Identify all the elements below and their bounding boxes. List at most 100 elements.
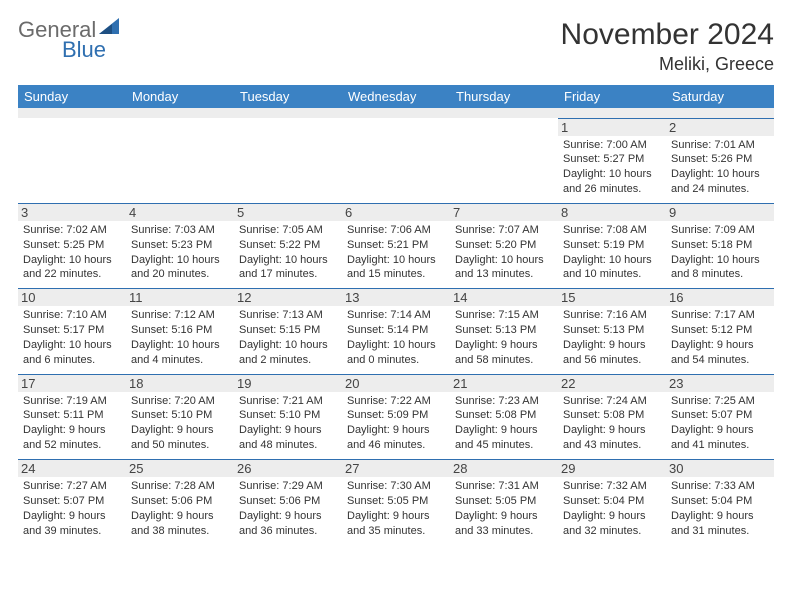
day-details: Sunrise: 7:33 AMSunset: 5:04 PMDaylight:… [671, 479, 769, 538]
calendar-table: Sunday Monday Tuesday Wednesday Thursday… [18, 85, 774, 544]
day-details: Sunrise: 7:02 AMSunset: 5:25 PMDaylight:… [23, 223, 121, 282]
day-cell: 7 Sunrise: 7:07 AMSunset: 5:20 PMDaylight… [450, 203, 558, 288]
day-cell: 1Sunrise: 7:00 AMSunset: 5:27 PMDaylight… [558, 118, 666, 203]
day-number: 21 [450, 375, 558, 392]
day-details: Sunrise: 7:14 AMSunset: 5:14 PMDaylight:… [347, 308, 445, 367]
day-details: Sunrise: 7:13 AMSunset: 5:15 PMDaylight:… [239, 308, 337, 367]
week-row: .....1Sunrise: 7:00 AMSunset: 5:27 PMDay… [18, 118, 774, 203]
day-details: Sunrise: 7:32 AMSunset: 5:04 PMDaylight:… [563, 479, 661, 538]
day-cell: 10 Sunrise: 7:10 AMSunset: 5:17 PMDayligh… [18, 289, 126, 374]
day-details: Sunrise: 7:16 AMSunset: 5:13 PMDaylight:… [563, 308, 661, 367]
location-label: Meliki, Greece [561, 54, 774, 75]
day-number: 5 [234, 204, 342, 221]
day-number: 30 [666, 460, 774, 477]
day-details: Sunrise: 7:24 AMSunset: 5:08 PMDaylight:… [563, 394, 661, 453]
day-number: 18 [126, 375, 234, 392]
day-cell: 3 Sunrise: 7:02 AMSunset: 5:25 PMDaylight… [18, 203, 126, 288]
day-details: Sunrise: 7:23 AMSunset: 5:08 PMDaylight:… [455, 394, 553, 453]
week-row: 10 Sunrise: 7:10 AMSunset: 5:17 PMDayligh… [18, 289, 774, 374]
day-details: Sunrise: 7:03 AMSunset: 5:23 PMDaylight:… [131, 223, 229, 282]
day-cell: 30 Sunrise: 7:33 AMSunset: 5:04 PMDayligh… [666, 460, 774, 545]
day-cell: 11 Sunrise: 7:12 AMSunset: 5:16 PMDayligh… [126, 289, 234, 374]
col-tuesday: Tuesday [234, 85, 342, 108]
day-cell: 6Sunrise: 7:06 AMSunset: 5:21 PMDaylight… [342, 203, 450, 288]
week-row: 24 Sunrise: 7:27 AMSunset: 5:07 PMDayligh… [18, 460, 774, 545]
col-thursday: Thursday [450, 85, 558, 108]
calendar-body: .....1Sunrise: 7:00 AMSunset: 5:27 PMDay… [18, 108, 774, 544]
day-number: 6 [342, 204, 450, 221]
col-monday: Monday [126, 85, 234, 108]
day-number: 10 [18, 289, 126, 306]
day-number: 7 [450, 204, 558, 221]
day-details: Sunrise: 7:17 AMSunset: 5:12 PMDaylight:… [671, 308, 769, 367]
day-number: 27 [342, 460, 450, 477]
day-details: Sunrise: 7:10 AMSunset: 5:17 PMDaylight:… [23, 308, 121, 367]
day-number: 29 [558, 460, 666, 477]
weekday-header-row: Sunday Monday Tuesday Wednesday Thursday… [18, 85, 774, 108]
day-cell: 17 Sunrise: 7:19 AMSunset: 5:11 PMDayligh… [18, 374, 126, 459]
day-number: 17 [18, 375, 126, 392]
day-cell: 16 Sunrise: 7:17 AMSunset: 5:12 PMDayligh… [666, 289, 774, 374]
day-details: Sunrise: 7:28 AMSunset: 5:06 PMDaylight:… [131, 479, 229, 538]
day-details: Sunrise: 7:31 AMSunset: 5:05 PMDaylight:… [455, 479, 553, 538]
calendar-page: General Blue November 2024 Meliki, Greec… [0, 0, 792, 544]
day-number: 11 [126, 289, 234, 306]
day-number: 20 [342, 375, 450, 392]
day-details: Sunrise: 7:22 AMSunset: 5:09 PMDaylight:… [347, 394, 445, 453]
day-number: 26 [234, 460, 342, 477]
day-cell: . [18, 118, 126, 203]
day-cell: 24 Sunrise: 7:27 AMSunset: 5:07 PMDayligh… [18, 460, 126, 545]
day-number: 8 [558, 204, 666, 221]
day-cell: 13Sunrise: 7:14 AMSunset: 5:14 PMDayligh… [342, 289, 450, 374]
day-cell: . [450, 118, 558, 203]
day-cell: 26 Sunrise: 7:29 AMSunset: 5:06 PMDayligh… [234, 460, 342, 545]
day-number: 23 [666, 375, 774, 392]
day-number: 12 [234, 289, 342, 306]
day-details: Sunrise: 7:27 AMSunset: 5:07 PMDaylight:… [23, 479, 121, 538]
title-block: November 2024 Meliki, Greece [561, 18, 774, 75]
day-number: 25 [126, 460, 234, 477]
day-details: Sunrise: 7:30 AMSunset: 5:05 PMDaylight:… [347, 479, 445, 538]
day-details: Sunrise: 7:29 AMSunset: 5:06 PMDaylight:… [239, 479, 337, 538]
day-details: Sunrise: 7:00 AMSunset: 5:27 PMDaylight:… [563, 138, 661, 197]
day-number: 3 [18, 204, 126, 221]
day-cell: 20 Sunrise: 7:22 AMSunset: 5:09 PMDayligh… [342, 374, 450, 459]
day-cell: 18Sunrise: 7:20 AMSunset: 5:10 PMDayligh… [126, 374, 234, 459]
week-row: 17 Sunrise: 7:19 AMSunset: 5:11 PMDayligh… [18, 374, 774, 459]
day-cell: 27 Sunrise: 7:30 AMSunset: 5:05 PMDayligh… [342, 460, 450, 545]
day-number: 22 [558, 375, 666, 392]
day-cell: 9Sunrise: 7:09 AMSunset: 5:18 PMDaylight… [666, 203, 774, 288]
day-details: Sunrise: 7:07 AMSunset: 5:20 PMDaylight:… [455, 223, 553, 282]
day-cell: 12 Sunrise: 7:13 AMSunset: 5:15 PMDayligh… [234, 289, 342, 374]
day-details: Sunrise: 7:19 AMSunset: 5:11 PMDaylight:… [23, 394, 121, 453]
day-cell: 28 Sunrise: 7:31 AMSunset: 5:05 PMDayligh… [450, 460, 558, 545]
day-cell: 21 Sunrise: 7:23 AMSunset: 5:08 PMDayligh… [450, 374, 558, 459]
day-cell: 22 Sunrise: 7:24 AMSunset: 5:08 PMDayligh… [558, 374, 666, 459]
day-details: Sunrise: 7:05 AMSunset: 5:22 PMDaylight:… [239, 223, 337, 282]
day-details: Sunrise: 7:08 AMSunset: 5:19 PMDaylight:… [563, 223, 661, 282]
day-number: 4 [126, 204, 234, 221]
spacer-row [18, 108, 774, 118]
col-wednesday: Wednesday [342, 85, 450, 108]
day-number: 2 [666, 119, 774, 136]
day-cell: . [234, 118, 342, 203]
col-saturday: Saturday [666, 85, 774, 108]
header: General Blue November 2024 Meliki, Greec… [18, 18, 774, 75]
day-cell: 19Sunrise: 7:21 AMSunset: 5:10 PMDayligh… [234, 374, 342, 459]
col-sunday: Sunday [18, 85, 126, 108]
day-cell: 14Sunrise: 7:15 AMSunset: 5:13 PMDayligh… [450, 289, 558, 374]
week-row: 3 Sunrise: 7:02 AMSunset: 5:25 PMDaylight… [18, 203, 774, 288]
day-details: Sunrise: 7:09 AMSunset: 5:18 PMDaylight:… [671, 223, 769, 282]
day-details: Sunrise: 7:21 AMSunset: 5:10 PMDaylight:… [239, 394, 337, 453]
day-cell: 23Sunrise: 7:25 AMSunset: 5:07 PMDayligh… [666, 374, 774, 459]
day-cell: 4 Sunrise: 7:03 AMSunset: 5:23 PMDaylight… [126, 203, 234, 288]
day-details: Sunrise: 7:15 AMSunset: 5:13 PMDaylight:… [455, 308, 553, 367]
brand-logo: General Blue [18, 18, 125, 61]
day-number: 28 [450, 460, 558, 477]
day-number: 24 [18, 460, 126, 477]
day-number: 16 [666, 289, 774, 306]
day-cell: 25 Sunrise: 7:28 AMSunset: 5:06 PMDayligh… [126, 460, 234, 545]
day-details: Sunrise: 7:12 AMSunset: 5:16 PMDaylight:… [131, 308, 229, 367]
brand-word-2: Blue [62, 39, 125, 61]
day-details: Sunrise: 7:01 AMSunset: 5:26 PMDaylight:… [671, 138, 769, 197]
